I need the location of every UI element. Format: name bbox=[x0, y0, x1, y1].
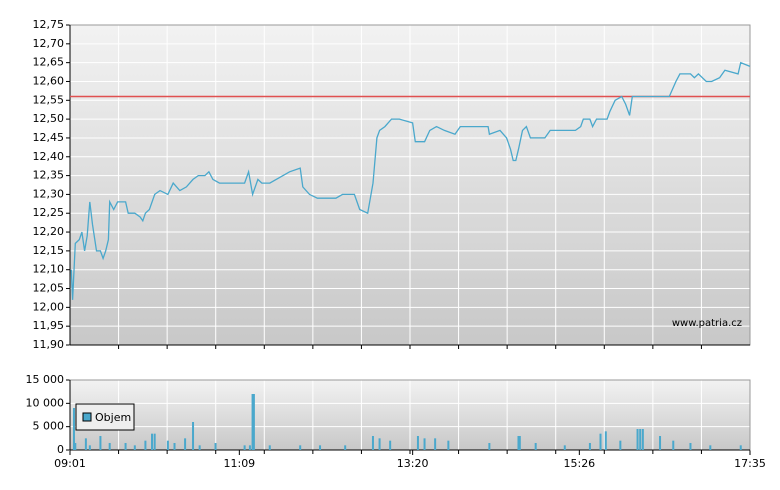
volume-bar bbox=[423, 438, 426, 450]
y-tick-label: 15 000 bbox=[26, 373, 65, 386]
volume-bar bbox=[151, 433, 154, 450]
y-tick-label: 12,55 bbox=[33, 93, 65, 106]
y-tick-label: 12,60 bbox=[33, 74, 65, 87]
volume-bar bbox=[243, 445, 246, 450]
volume-bar bbox=[641, 429, 644, 450]
x-tick-label: 09:01 bbox=[54, 457, 86, 470]
y-tick-label: 12,00 bbox=[33, 300, 65, 313]
volume-bar bbox=[133, 445, 136, 450]
y-tick-label: 12,70 bbox=[33, 37, 65, 50]
y-tick-label: 12,65 bbox=[33, 56, 65, 69]
watermark: www.patria.cz bbox=[672, 318, 742, 329]
y-tick-label: 12,35 bbox=[33, 169, 65, 182]
volume-bar bbox=[604, 431, 607, 450]
volume-bar bbox=[517, 436, 520, 450]
x-tick-label: 17:35 bbox=[734, 457, 766, 470]
volume-bar bbox=[251, 394, 254, 450]
volume-bar bbox=[319, 445, 322, 450]
volume-bar bbox=[599, 433, 602, 450]
volume-bar bbox=[563, 445, 566, 450]
y-tick-label: 12,45 bbox=[33, 131, 65, 144]
volume-bar bbox=[518, 436, 521, 450]
y-tick-label: 5 000 bbox=[33, 420, 65, 433]
legend: Objem bbox=[75, 403, 135, 431]
volume-bar bbox=[378, 438, 381, 450]
volume-bar bbox=[636, 429, 639, 450]
volume-bar bbox=[268, 445, 271, 450]
volume-bar bbox=[689, 443, 692, 450]
volume-bar bbox=[709, 445, 712, 450]
volume-bar bbox=[173, 443, 176, 450]
volume-bar bbox=[74, 443, 77, 450]
y-tick-label: 0 bbox=[57, 443, 64, 456]
x-tick-label: 13:20 bbox=[397, 457, 429, 470]
volume-bar bbox=[108, 443, 111, 450]
volume-bar bbox=[88, 445, 91, 450]
y-tick-label: 12,50 bbox=[33, 112, 65, 125]
y-tick-label: 12,20 bbox=[33, 225, 65, 238]
y-tick-label: 12,05 bbox=[33, 282, 65, 295]
price-line bbox=[70, 61, 751, 300]
y-tick-label: 12,15 bbox=[33, 244, 65, 257]
legend-swatch bbox=[82, 412, 92, 422]
x-tick-label: 15:26 bbox=[563, 457, 595, 470]
x-tick-label: 11:09 bbox=[223, 457, 255, 470]
volume-bar bbox=[153, 433, 156, 450]
volume-bar bbox=[252, 394, 255, 450]
volume-bar bbox=[416, 436, 419, 450]
y-tick-label: 12,25 bbox=[33, 206, 65, 219]
volume-bar bbox=[184, 438, 187, 450]
volume-bar bbox=[534, 443, 537, 450]
volume-bar bbox=[214, 443, 217, 450]
volume-bar bbox=[198, 445, 201, 450]
volume-bar bbox=[588, 443, 591, 450]
volume-bar bbox=[672, 440, 675, 450]
volume-bar bbox=[639, 429, 642, 450]
volume-bar bbox=[166, 440, 169, 450]
volume-bar bbox=[84, 438, 87, 450]
volume-bar bbox=[248, 445, 251, 450]
volume-bar bbox=[619, 440, 622, 450]
volume-bar bbox=[144, 440, 147, 450]
y-tick-label: 12,10 bbox=[33, 263, 65, 276]
volume-bar bbox=[389, 440, 392, 450]
y-tick-label: 12,30 bbox=[33, 187, 65, 200]
legend-label: Objem bbox=[95, 411, 131, 424]
y-tick-label: 11,95 bbox=[33, 319, 65, 332]
volume-bar bbox=[659, 436, 662, 450]
y-tick-label: 11,90 bbox=[33, 338, 65, 351]
volume-bar bbox=[371, 436, 374, 450]
y-tick-label: 10 000 bbox=[26, 396, 65, 409]
volume-bar bbox=[72, 408, 75, 450]
volume-bar bbox=[124, 443, 127, 450]
y-tick-label: 12,40 bbox=[33, 150, 65, 163]
y-tick-label: 12,75 bbox=[33, 18, 65, 31]
volume-bar bbox=[344, 445, 347, 450]
volume-bar bbox=[739, 445, 742, 450]
volume-bar bbox=[192, 422, 195, 450]
volume-bar bbox=[99, 436, 102, 450]
volume-bar bbox=[488, 443, 491, 450]
volume-bar bbox=[434, 438, 437, 450]
volume-bar bbox=[299, 445, 302, 450]
volume-bar bbox=[447, 440, 450, 450]
